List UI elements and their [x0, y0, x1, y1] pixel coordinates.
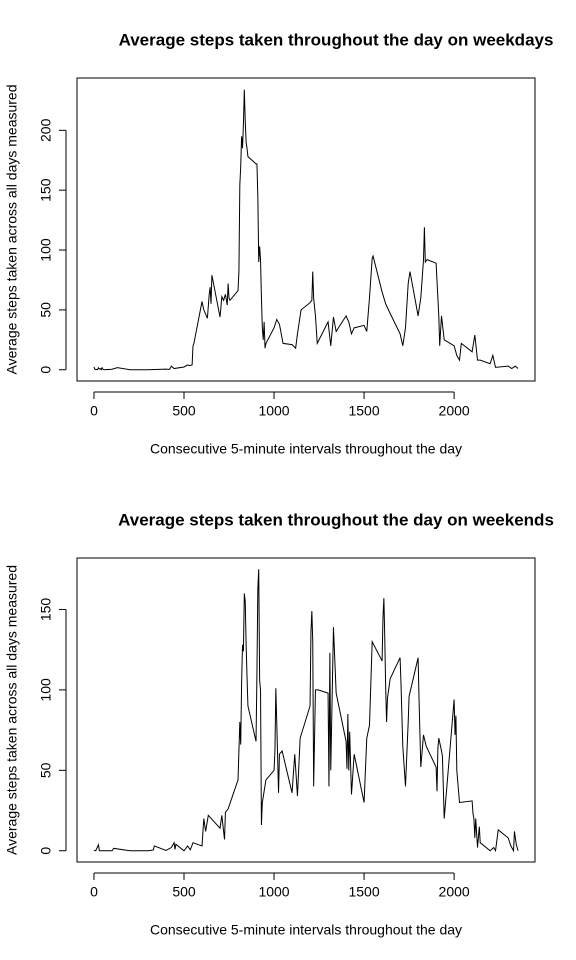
y-tick-label: 0 — [38, 847, 54, 855]
chart-title: Average steps taken throughout the day o… — [118, 510, 554, 529]
y-tick-label: 50 — [38, 302, 54, 318]
y-tick-label: 100 — [38, 678, 54, 702]
chart-title: Average steps taken throughout the day o… — [119, 30, 554, 49]
plot-box — [76, 77, 536, 382]
x-tick-label: 2000 — [439, 884, 470, 900]
x-tick-label: 0 — [90, 403, 98, 419]
y-tick-label: 200 — [38, 118, 54, 142]
data-line — [93, 569, 519, 853]
x-tick-label: 1500 — [348, 403, 379, 419]
y-axis-label: Average steps taken across all days meas… — [4, 84, 20, 374]
x-tick-label: 500 — [172, 403, 196, 419]
y-tick-label: 150 — [38, 178, 54, 202]
x-tick-label: 0 — [90, 884, 98, 900]
data-line — [93, 89, 519, 371]
y-tick-label: 100 — [38, 238, 54, 262]
y-axis-label: Average steps taken across all days meas… — [4, 565, 20, 855]
x-tick-label: 2000 — [439, 403, 470, 419]
x-tick-label: 1000 — [258, 403, 289, 419]
x-tick-label: 1500 — [348, 884, 379, 900]
x-axis-label: Consecutive 5-minute intervals throughou… — [150, 922, 462, 938]
x-tick-label: 500 — [172, 884, 196, 900]
y-tick-label: 150 — [38, 598, 54, 622]
plot-box — [76, 557, 536, 863]
y-tick-label: 0 — [38, 366, 54, 374]
x-axis-label: Consecutive 5-minute intervals throughou… — [150, 441, 462, 457]
y-tick-label: 50 — [38, 762, 54, 778]
x-tick-label: 1000 — [258, 884, 289, 900]
